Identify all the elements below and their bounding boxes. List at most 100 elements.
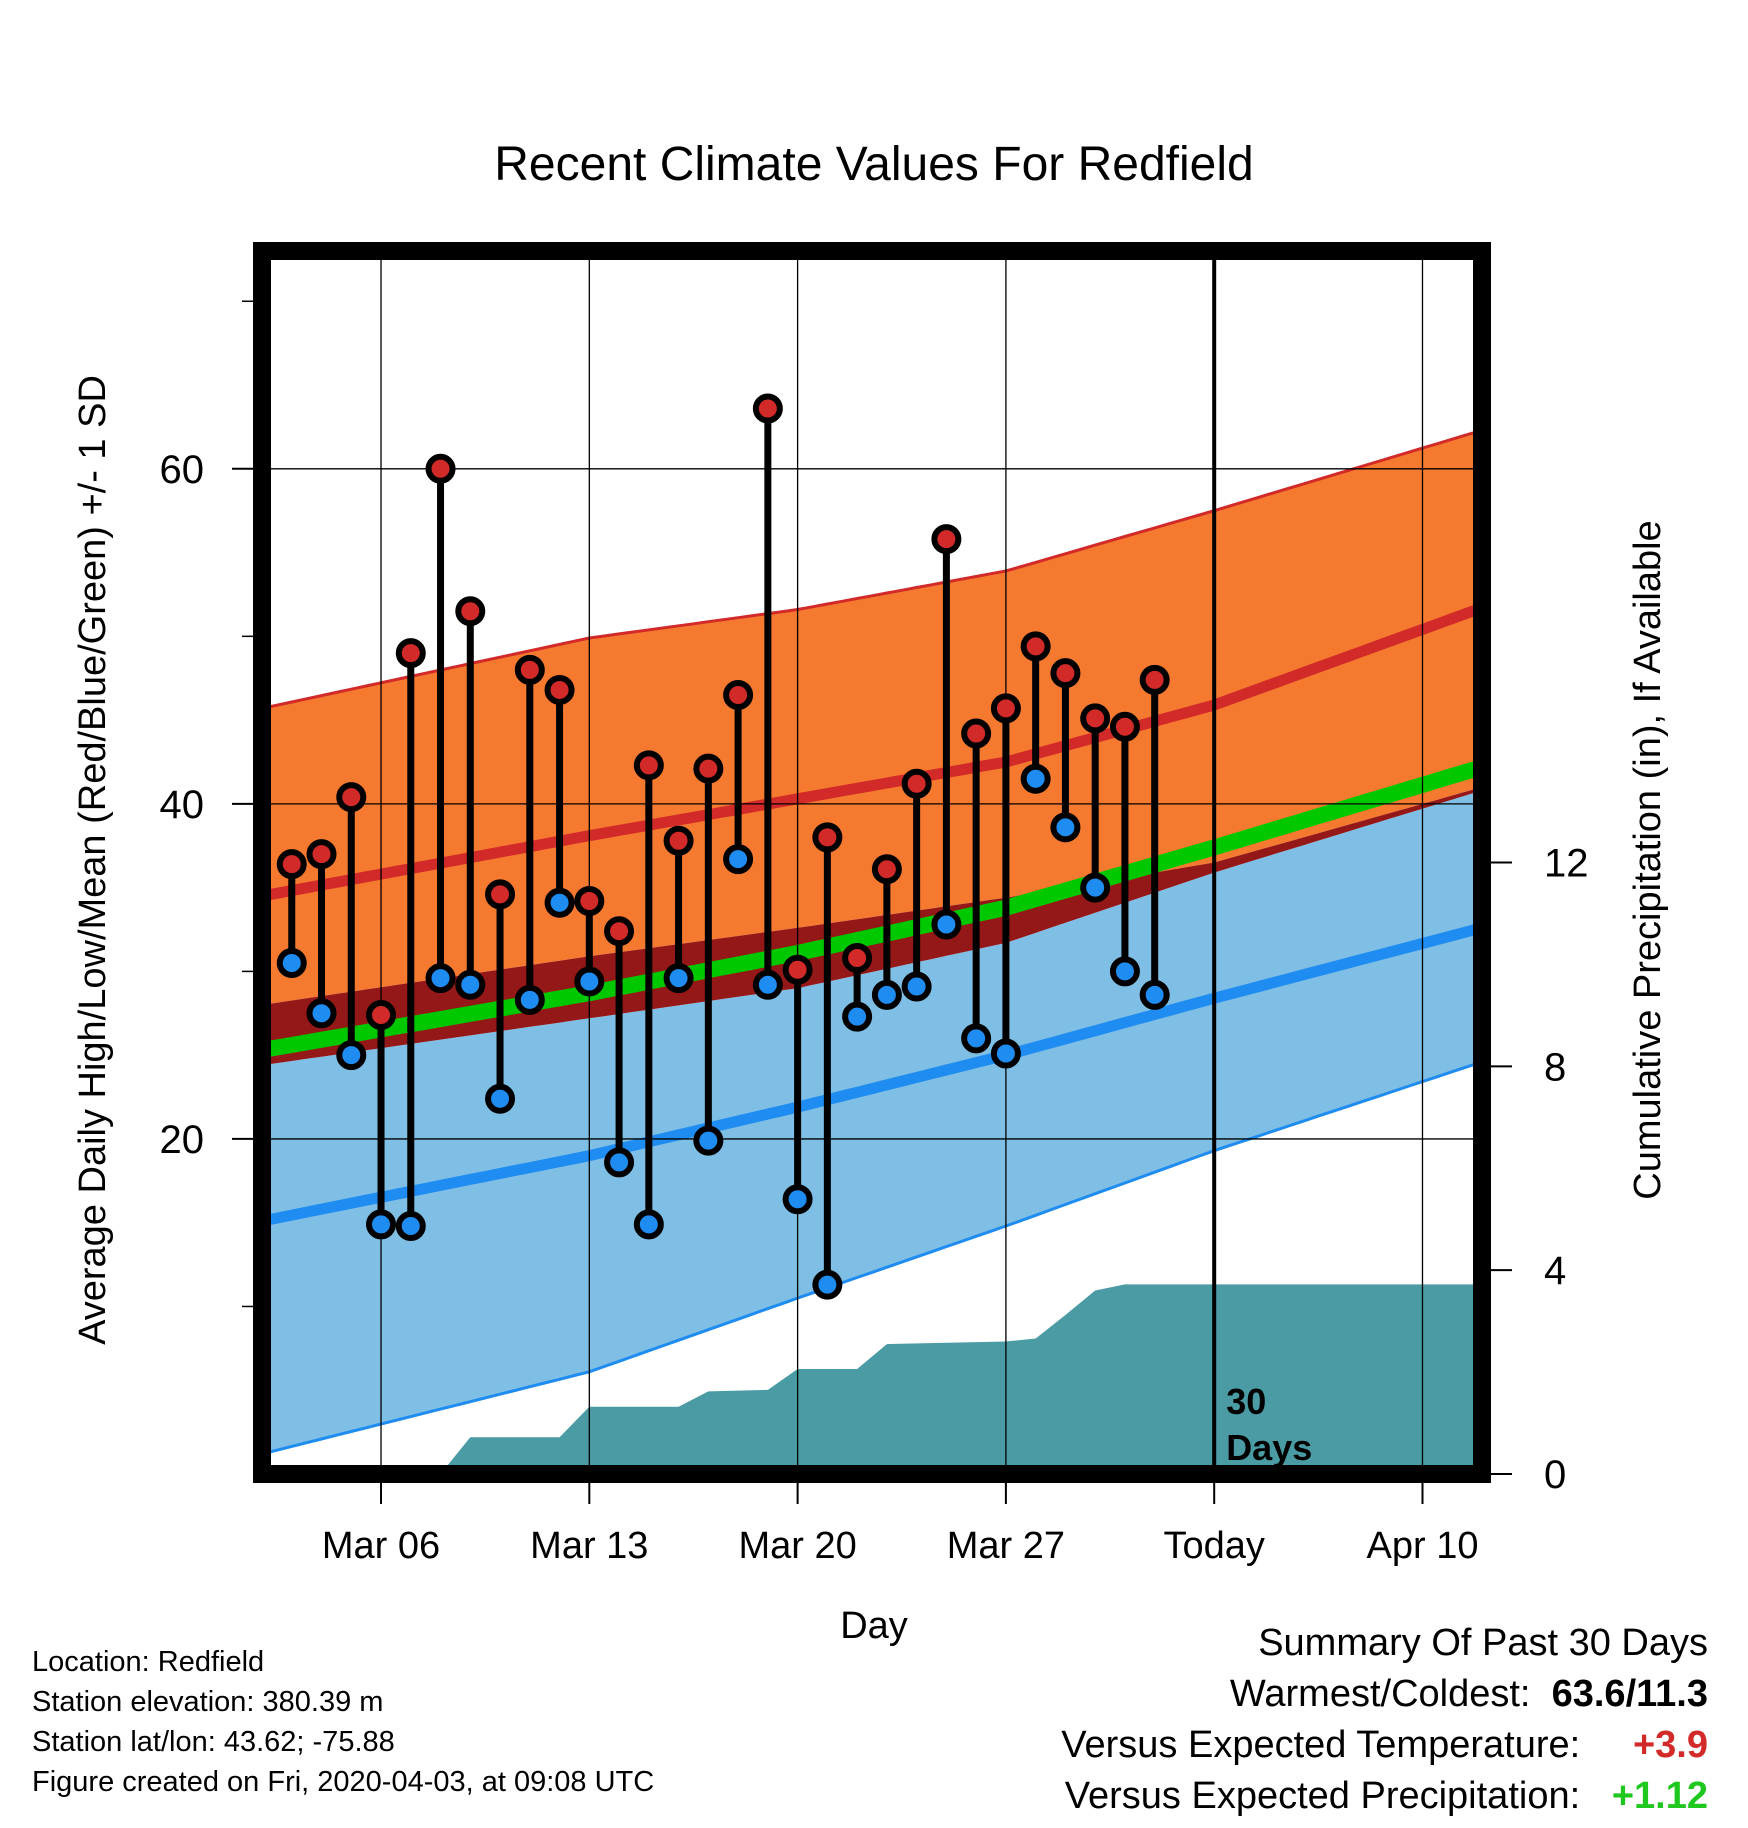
location-text: Location: Redfield [32, 1646, 265, 1678]
plot-frame [253, 242, 1491, 1483]
observed-low-point [961, 1023, 992, 1054]
observed-high-point [812, 822, 843, 853]
observed-low-point [812, 1269, 843, 1300]
precip-label: Versus Expected Precipitation: [1064, 1775, 1581, 1817]
observed-low-point [871, 979, 902, 1010]
observed-high-point [1109, 711, 1140, 742]
observed-high-point [842, 942, 873, 973]
x-tick-label: Today [1163, 1525, 1264, 1567]
high-upper-edge [262, 428, 1482, 710]
observed-high-point [395, 638, 426, 669]
observed-low-point [663, 963, 694, 994]
observed-high-point [723, 679, 754, 710]
observed-high-point [366, 999, 397, 1030]
observed-high-point [1050, 658, 1081, 689]
observed-low-point [485, 1083, 516, 1114]
y2-tick-label: 0 [1544, 1453, 1566, 1497]
precip-row: Versus Expected Precipitation: +1.12 [1061, 1770, 1708, 1822]
y-tick-label: 40 [160, 783, 205, 827]
observed-high-point [485, 879, 516, 910]
observed-high-point [931, 524, 962, 555]
normal-high-line [262, 602, 1482, 902]
temp-row: Versus Expected Temperature: +3.9 [1061, 1720, 1708, 1770]
observed-low-point [752, 969, 783, 1000]
observed-low-point [693, 1125, 724, 1156]
y2-tick-label: 12 [1544, 842, 1589, 886]
observed-low-point [990, 1038, 1021, 1069]
plot-area [262, 428, 1482, 1474]
observed-low-point [931, 909, 962, 940]
observed-high-point [1020, 631, 1051, 662]
observed-low-point [1020, 763, 1051, 794]
observed-high-point [663, 825, 694, 856]
y-tick-label: 60 [160, 448, 205, 492]
observed-high-point [336, 782, 367, 813]
observed-high-point [604, 916, 635, 947]
observed-high-point [455, 596, 486, 627]
summary-heading: Summary Of Past 30 Days [1258, 1622, 1708, 1664]
y-axis-label: Average Daily High/Low/Mean (Red/Blue/Gr… [72, 375, 114, 1345]
observed-high-point [574, 886, 605, 917]
precip-value: +1.12 [1611, 1775, 1708, 1817]
temp-label: Versus Expected Temperature: [1061, 1724, 1581, 1766]
observed-low-point [276, 948, 307, 979]
today-days-label-line: Days [1226, 1427, 1312, 1468]
warmest-value: 63.6/11.3 [1551, 1673, 1708, 1715]
axes: Mar 06 Mar 13 Mar 20 Mar 27 Today Apr 1020406… [160, 300, 1589, 1567]
normal-low-band [262, 790, 1482, 1454]
y2-tick-label: 4 [1544, 1249, 1566, 1293]
today-days-label-line: 30 [1226, 1381, 1266, 1422]
observed-high-point [693, 753, 724, 784]
elevation-text: Station elevation: 380.39 m [32, 1686, 384, 1718]
observed-low-point [455, 969, 486, 1000]
observed-high-point [871, 854, 902, 885]
today-days-label: 30 Days [1226, 1381, 1312, 1468]
observed-high-point [276, 849, 307, 880]
observed-low-point [336, 1040, 367, 1071]
observed-high-point [425, 453, 456, 484]
observed-low-point [544, 887, 575, 918]
observed-low-point [366, 1209, 397, 1240]
observed-low-point [1050, 812, 1081, 843]
observed-low-point [574, 966, 605, 997]
normal-mean-line [262, 759, 1482, 1058]
chart-title: Recent Climate Values For Redfield [494, 138, 1253, 191]
normal-low-line [262, 922, 1482, 1227]
observed-low-point [306, 998, 337, 1029]
observed-low-point [782, 1184, 813, 1215]
observed-low-point [723, 844, 754, 875]
low-lower-edge [262, 1060, 1482, 1456]
observed-low-point [842, 1001, 873, 1032]
observed-high-point [1080, 703, 1111, 734]
observed-high-point [306, 839, 337, 870]
observed-high-point [514, 654, 545, 685]
warmest-label: Warmest/Coldest: [1229, 1673, 1531, 1715]
observed-low-point [901, 971, 932, 1002]
y2-axis-label: Cumulative Precipitation (in), If Availa… [1627, 520, 1669, 1199]
observed-high-point [752, 393, 783, 424]
y2-tick-label: 8 [1544, 1045, 1566, 1089]
observed-low-point [1139, 979, 1170, 1010]
observed-low-point [633, 1209, 664, 1240]
observed-high-point [961, 718, 992, 749]
observed-high-point [633, 750, 664, 781]
x-axis-label: Day [840, 1605, 908, 1647]
observations [276, 393, 1170, 1300]
observed-high-point [1139, 664, 1170, 695]
cumulative-precipitation [440, 1284, 1482, 1474]
station-info: Location: Redfield Station elevation: 38… [32, 1642, 654, 1802]
y-tick-label: 20 [160, 1118, 205, 1162]
latlon-text: Station lat/lon: 43.62; -75.88 [32, 1726, 395, 1758]
created-text: Figure created on Fri, 2020-04-03, at 09… [32, 1766, 655, 1798]
observed-high-point [990, 693, 1021, 724]
observed-low-point [425, 963, 456, 994]
observed-high-point [544, 674, 575, 705]
x-tick-label: Mar 27 [947, 1525, 1065, 1567]
observed-low-point [395, 1211, 426, 1242]
observed-high-point [782, 954, 813, 985]
x-tick-label: Mar 06 [322, 1525, 440, 1567]
x-tick-label: Apr 10 [1367, 1525, 1479, 1567]
temp-value: +3.9 [1632, 1724, 1708, 1766]
observed-low-point [514, 984, 545, 1015]
